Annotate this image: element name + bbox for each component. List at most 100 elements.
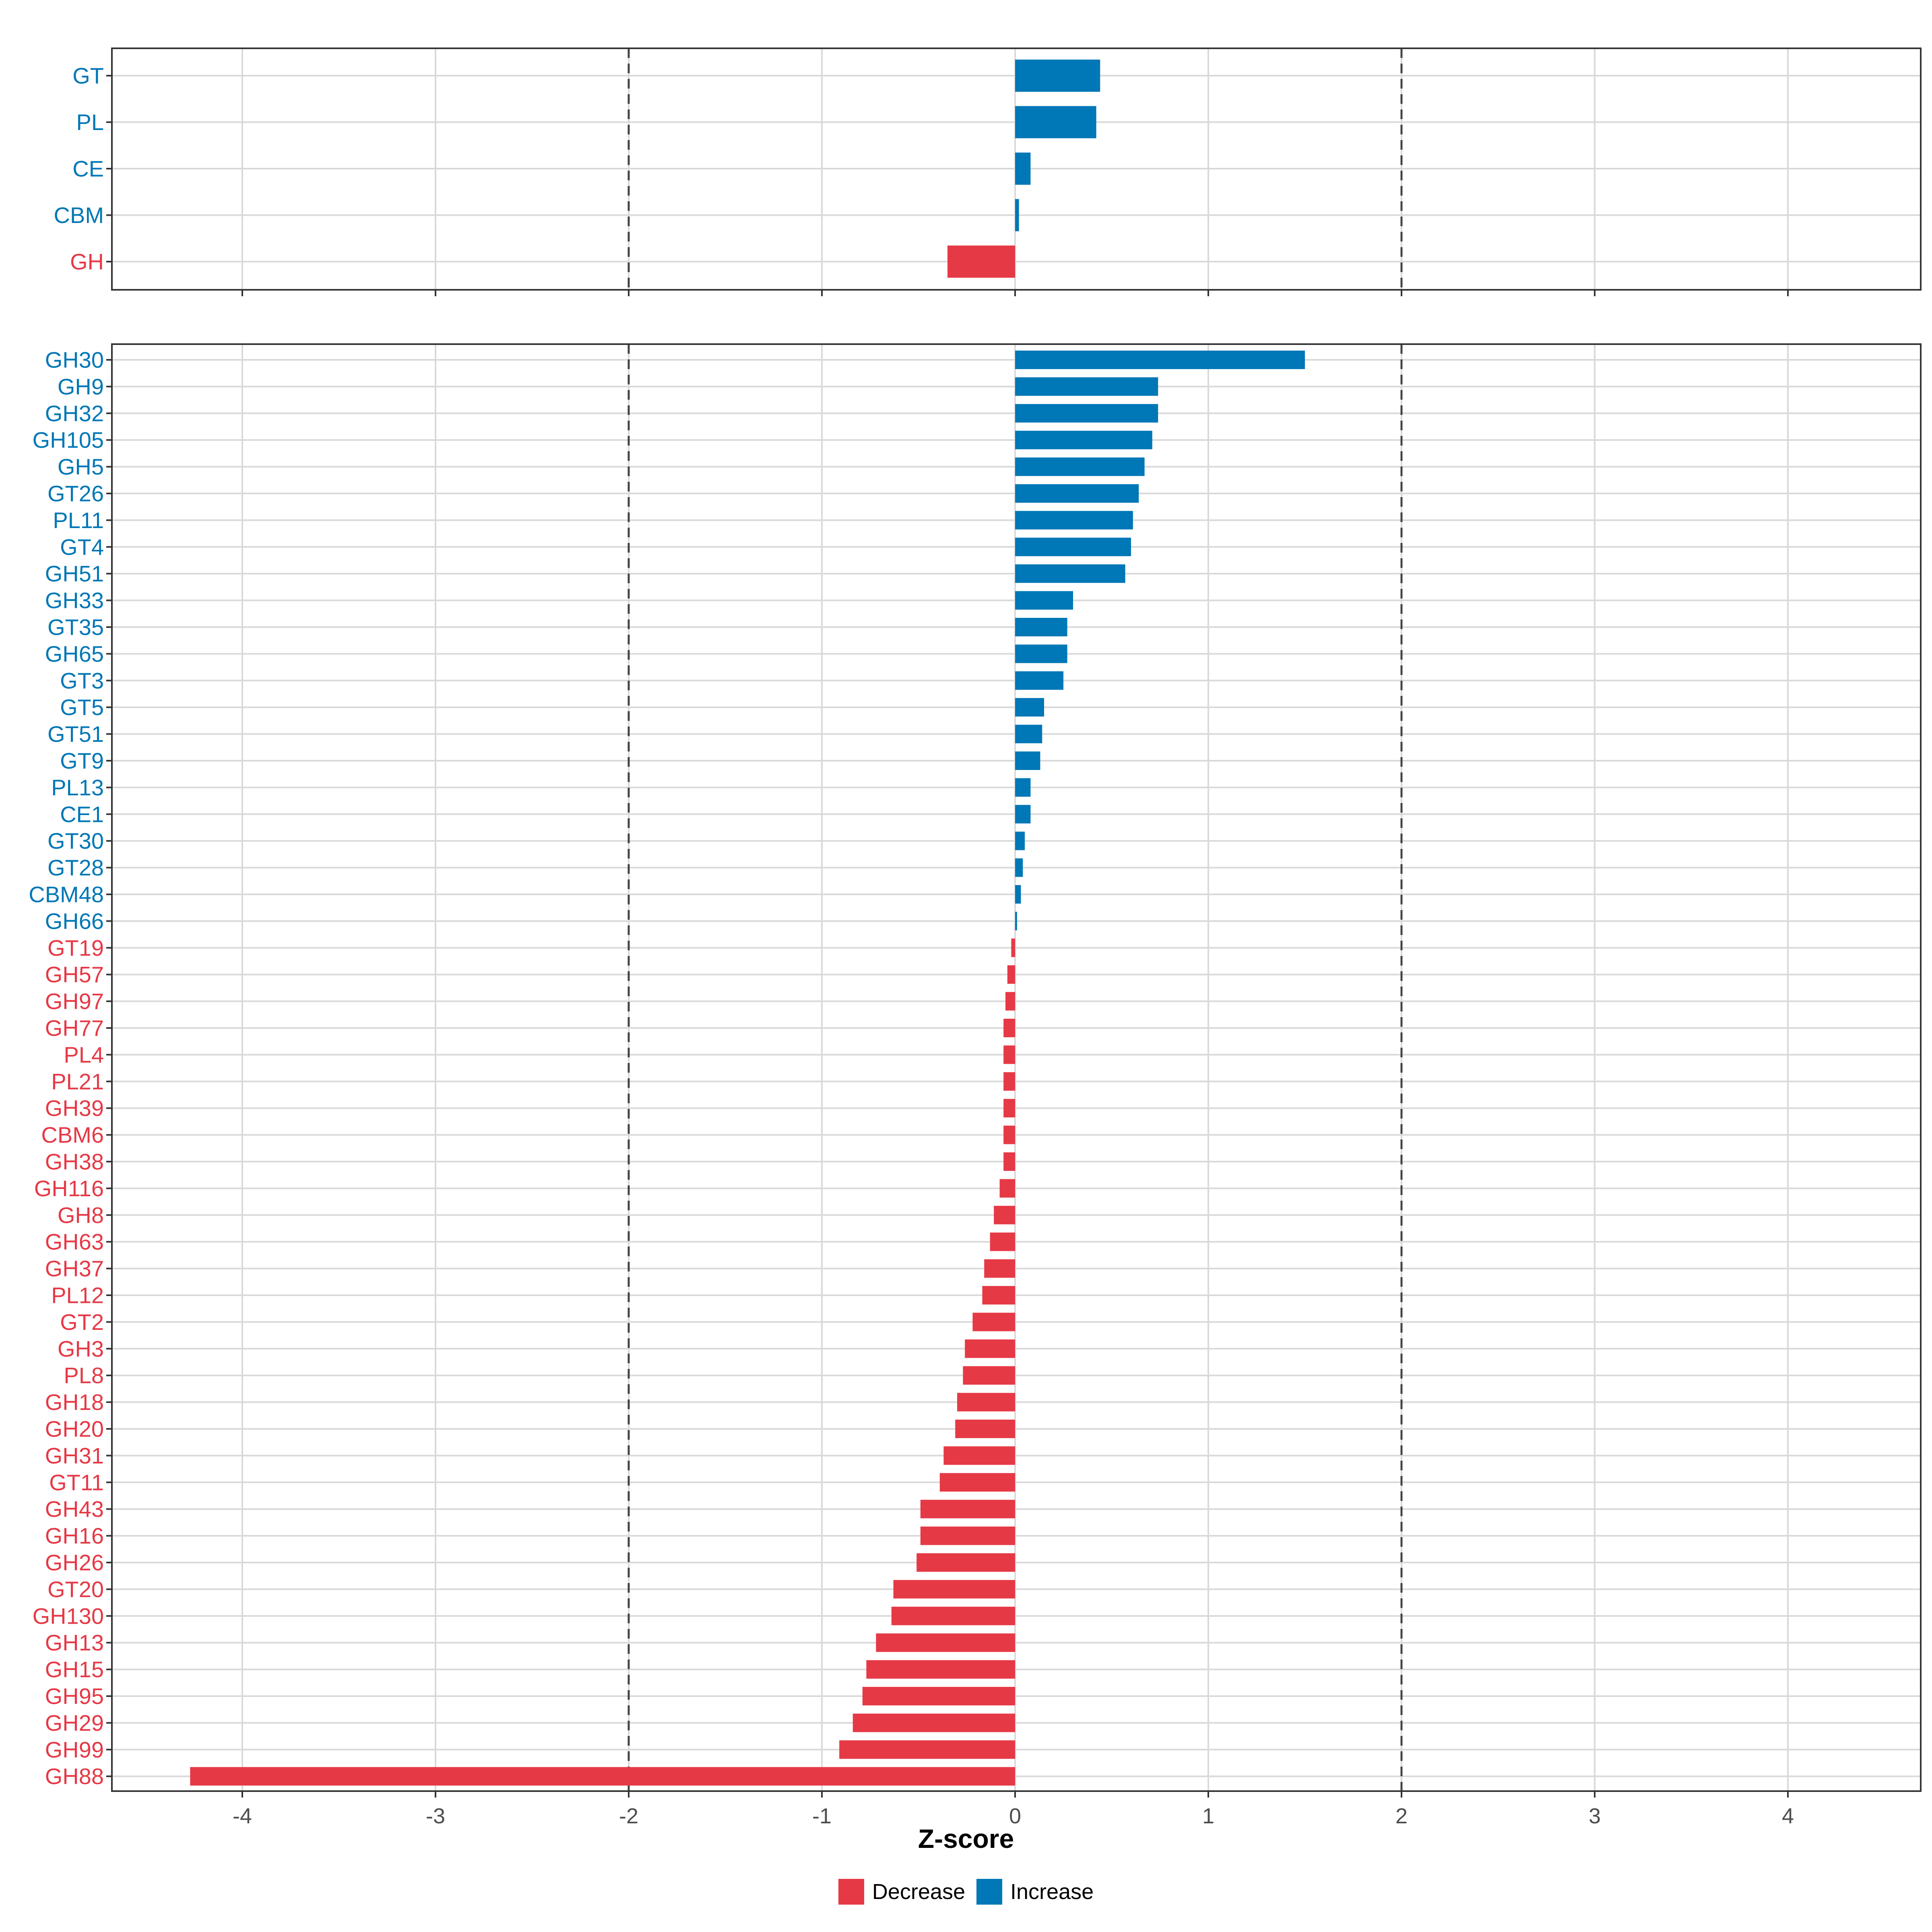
y-label-gt35: GT35 — [47, 615, 104, 640]
bar-gh39 — [1003, 1099, 1015, 1118]
legend-item-decrease: Decrease — [838, 1879, 965, 1905]
bar-gh29 — [852, 1713, 1015, 1732]
y-label-gh130: GH130 — [33, 1603, 104, 1629]
bar-pl11 — [1015, 511, 1133, 530]
bar-gh26 — [916, 1553, 1015, 1572]
bar-gh3 — [965, 1339, 1015, 1358]
x-tick-label: 0 — [1009, 1804, 1021, 1828]
y-label-ce: CE — [72, 156, 104, 182]
y-label-cbm48: CBM48 — [29, 882, 104, 907]
legend-item-increase: Increase — [976, 1879, 1094, 1905]
y-label-pl21: PL21 — [51, 1069, 104, 1094]
y-label-gh13: GH13 — [45, 1630, 104, 1655]
bar-gh18 — [957, 1393, 1015, 1412]
bar-gt4 — [1015, 537, 1131, 556]
bar-gh99 — [839, 1740, 1015, 1759]
y-label-gh105: GH105 — [33, 427, 104, 453]
y-label-gh16: GH16 — [45, 1523, 104, 1548]
panel-border-bottom — [111, 343, 1922, 1792]
y-label-gt9: GT9 — [60, 748, 104, 774]
legend-key-decrease — [838, 1879, 864, 1905]
bar-gh105 — [1015, 431, 1152, 450]
bar-gh31 — [943, 1446, 1015, 1465]
bar-gt2 — [972, 1313, 1015, 1331]
bar-gt28 — [1015, 858, 1023, 877]
y-label-gh20: GH20 — [45, 1416, 104, 1442]
y-label-gh37: GH37 — [45, 1256, 104, 1281]
y-label-pl8: PL8 — [64, 1363, 104, 1388]
y-label-pl: PL — [76, 109, 104, 135]
bar-gh30 — [1015, 351, 1305, 369]
y-label-gh63: GH63 — [45, 1229, 104, 1255]
bar-gh63 — [990, 1232, 1015, 1251]
y-label-gh18: GH18 — [45, 1389, 104, 1415]
bar-gh16 — [920, 1526, 1015, 1545]
bar-gh77 — [1003, 1019, 1015, 1037]
y-label-gh30: GH30 — [45, 347, 104, 373]
bar-gh51 — [1015, 564, 1125, 583]
bar-gt — [1015, 60, 1100, 92]
bar-gh38 — [1003, 1152, 1015, 1171]
bar-gh66 — [1015, 912, 1017, 931]
y-label-gt51: GT51 — [47, 721, 104, 747]
x-tick-label: -3 — [426, 1804, 445, 1828]
y-label-gh97: GH97 — [45, 989, 104, 1014]
y-label-pl13: PL13 — [51, 775, 104, 800]
y-label-gh26: GH26 — [45, 1550, 104, 1575]
bar-ce — [1015, 153, 1031, 185]
y-label-gh39: GH39 — [45, 1096, 104, 1121]
legend-key-increase — [976, 1879, 1002, 1905]
y-label-gt19: GT19 — [47, 935, 104, 960]
y-label-gt3: GT3 — [60, 668, 104, 693]
bar-gt11 — [939, 1473, 1015, 1492]
bar-gh13 — [876, 1633, 1015, 1652]
y-label-pl12: PL12 — [51, 1283, 104, 1308]
y-label-gt26: GT26 — [47, 481, 104, 506]
bar-gt3 — [1015, 671, 1063, 690]
y-label-pl11: PL11 — [53, 508, 104, 533]
legend-label-increase: Increase — [1010, 1880, 1094, 1904]
y-label-gh51: GH51 — [45, 561, 104, 586]
y-label-gt28: GT28 — [47, 855, 104, 880]
bar-gh9 — [1015, 377, 1158, 396]
bar-gh95 — [862, 1687, 1015, 1705]
bar-gh5 — [1015, 457, 1145, 476]
y-label-gt2: GT2 — [60, 1309, 104, 1335]
bar-cbm6 — [1003, 1125, 1015, 1144]
bar-gt9 — [1015, 751, 1040, 770]
bar-pl13 — [1015, 778, 1031, 797]
bar-cbm — [1015, 199, 1019, 231]
bar-pl21 — [1003, 1072, 1015, 1091]
bar-ce1 — [1015, 805, 1031, 824]
y-label-gt30: GT30 — [47, 828, 104, 854]
bar-gt19 — [1011, 938, 1015, 957]
y-label-gt5: GT5 — [60, 695, 104, 720]
y-label-gh116: GH116 — [34, 1176, 104, 1201]
bar-gh97 — [1005, 992, 1015, 1011]
bar-pl4 — [1003, 1045, 1015, 1064]
x-tick-label: 3 — [1589, 1804, 1601, 1828]
y-label-gh8: GH8 — [58, 1202, 104, 1228]
y-label-gh31: GH31 — [45, 1443, 104, 1468]
y-label-gh66: GH66 — [45, 908, 104, 934]
bar-gh65 — [1015, 644, 1067, 663]
y-label-gh99: GH99 — [45, 1737, 104, 1762]
y-label-gh38: GH38 — [45, 1149, 104, 1174]
y-label-gh77: GH77 — [45, 1016, 104, 1041]
legend-label-decrease: Decrease — [872, 1880, 965, 1904]
y-label-gt: GT — [72, 63, 104, 89]
bar-pl12 — [982, 1286, 1015, 1305]
x-tick-label: -2 — [619, 1804, 638, 1828]
bar-gh88 — [190, 1767, 1016, 1786]
x-tick-label: 1 — [1202, 1804, 1214, 1828]
x-tick-label: -1 — [812, 1804, 832, 1828]
y-label-gh29: GH29 — [45, 1710, 104, 1736]
y-label-ce1: CE1 — [60, 801, 104, 827]
y-label-gh15: GH15 — [45, 1657, 104, 1682]
bar-gh116 — [999, 1179, 1015, 1198]
y-label-cbm: CBM — [54, 202, 104, 228]
y-label-gh43: GH43 — [45, 1496, 104, 1522]
x-tick-label: 4 — [1782, 1804, 1794, 1828]
y-label-gh: GH — [70, 249, 104, 275]
y-label-gh88: GH88 — [45, 1764, 104, 1789]
